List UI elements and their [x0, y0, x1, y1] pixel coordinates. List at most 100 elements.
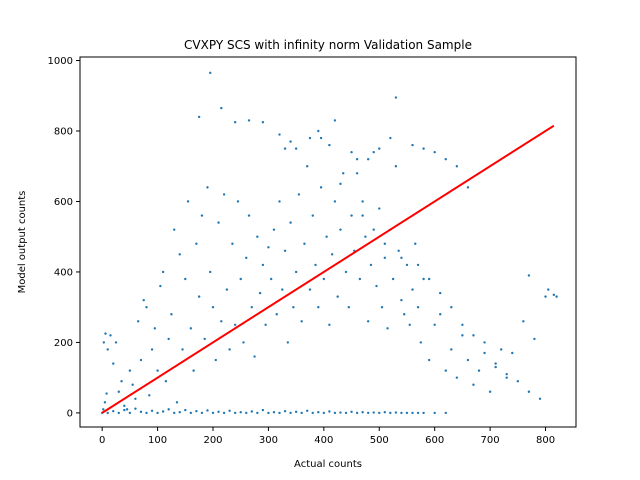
data-point — [153, 327, 157, 330]
data-point — [400, 298, 403, 302]
data-point — [131, 383, 134, 386]
data-point — [433, 323, 436, 327]
data-point — [339, 411, 342, 414]
data-point — [167, 408, 170, 411]
data-point — [455, 376, 459, 379]
data-point — [192, 369, 195, 372]
data-point — [103, 401, 107, 404]
data-point — [136, 320, 140, 323]
data-point — [283, 249, 287, 253]
data-point — [408, 323, 411, 327]
data-point — [297, 193, 301, 196]
data-point — [294, 410, 298, 414]
data-point — [247, 119, 251, 122]
data-point — [422, 411, 425, 415]
data-point — [233, 323, 237, 327]
data-point — [220, 320, 223, 323]
data-point — [306, 165, 309, 168]
data-point — [333, 200, 337, 203]
data-point — [120, 379, 123, 383]
x-tick-label: 700 — [481, 435, 500, 446]
data-point — [200, 411, 204, 415]
data-point — [186, 200, 190, 203]
y-tick-label: 0 — [67, 408, 73, 419]
data-point — [411, 143, 414, 147]
data-point — [106, 411, 109, 415]
data-point — [378, 411, 381, 415]
data-point — [148, 394, 151, 397]
data-point — [555, 295, 558, 298]
data-point — [117, 411, 120, 415]
data-point — [317, 129, 320, 133]
data-point — [102, 341, 106, 344]
data-point — [366, 320, 370, 323]
data-point — [361, 200, 364, 203]
data-point — [322, 411, 326, 415]
x-tick-label: 100 — [148, 435, 167, 446]
data-point — [228, 409, 231, 412]
data-point — [173, 411, 176, 415]
data-point — [256, 411, 259, 415]
data-point — [217, 221, 220, 224]
data-point — [239, 411, 242, 414]
data-point — [364, 235, 367, 238]
data-point — [247, 214, 251, 217]
data-point — [303, 242, 306, 245]
data-point — [339, 228, 342, 231]
data-point — [330, 253, 334, 256]
data-point — [161, 270, 165, 274]
data-point — [397, 249, 400, 253]
data-point — [378, 147, 381, 150]
data-point — [416, 263, 420, 267]
data-point — [516, 379, 520, 383]
data-point — [197, 295, 201, 298]
data-point — [394, 411, 398, 414]
data-point — [439, 291, 442, 295]
y-tick-label: 600 — [54, 197, 73, 208]
data-point — [347, 305, 350, 309]
x-tick-label: 400 — [314, 435, 333, 446]
data-point — [383, 256, 387, 260]
data-point — [184, 408, 187, 412]
data-point — [333, 119, 337, 122]
data-point — [433, 411, 436, 415]
data-point — [264, 323, 267, 327]
axes-frame — [79, 56, 577, 428]
data-point — [209, 270, 212, 274]
data-point — [105, 392, 108, 395]
data-point — [117, 390, 120, 393]
data-point — [239, 277, 242, 281]
data-point — [228, 348, 231, 351]
data-point — [355, 172, 359, 175]
data-point — [386, 327, 389, 330]
data-point — [134, 407, 137, 410]
data-point — [267, 246, 270, 249]
data-point — [450, 348, 453, 351]
x-axis: 0 100 200 300 400 500 600 700 800 — [99, 427, 555, 446]
y-axis-label: Model output counts — [17, 191, 28, 294]
data-point — [278, 200, 281, 203]
data-point — [317, 411, 320, 414]
data-point — [123, 408, 126, 412]
data-point — [156, 369, 159, 372]
data-point — [300, 411, 303, 415]
data-point — [167, 337, 170, 341]
y-tick-label: 1000 — [48, 56, 73, 67]
data-point — [355, 157, 359, 161]
data-point — [112, 362, 115, 365]
data-point — [281, 288, 284, 291]
data-point — [236, 200, 240, 203]
x-tick-label: 0 — [99, 435, 105, 446]
data-point — [400, 256, 403, 260]
data-point — [258, 291, 262, 295]
data-point — [184, 277, 187, 281]
data-point — [538, 397, 542, 401]
y-axis: 0 200 400 600 800 1000 — [48, 56, 80, 419]
data-point — [483, 341, 486, 344]
data-point — [350, 214, 353, 217]
data-point — [209, 71, 212, 75]
data-point — [222, 193, 226, 196]
data-point — [253, 355, 256, 358]
data-point — [128, 369, 132, 372]
data-point — [195, 409, 198, 413]
